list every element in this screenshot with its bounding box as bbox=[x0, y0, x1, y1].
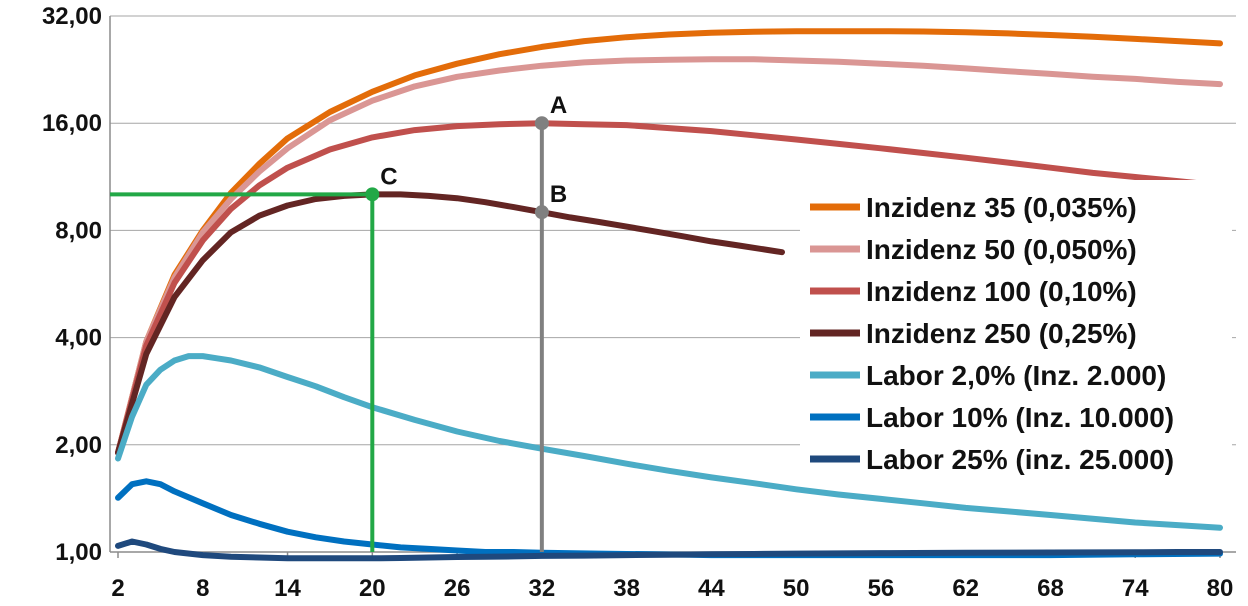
x-tick-label: 26 bbox=[444, 575, 471, 602]
x-tick-label: 62 bbox=[952, 575, 979, 602]
x-tick-label: 56 bbox=[868, 575, 895, 602]
x-tick-label: 32 bbox=[528, 575, 555, 602]
x-tick-label: 74 bbox=[1122, 575, 1149, 602]
x-tick-label: 8 bbox=[196, 575, 209, 602]
series-line bbox=[115, 353, 1223, 531]
x-tick-label: 2 bbox=[111, 575, 124, 602]
y-tick-label: 4,00 bbox=[55, 325, 102, 352]
x-tick-label: 14 bbox=[274, 575, 301, 602]
x-tick-label: 44 bbox=[698, 575, 725, 602]
series-line bbox=[115, 191, 785, 456]
y-tick-label: 1,00 bbox=[55, 539, 102, 566]
legend-entry: Inzidenz 35 (0,035%) bbox=[866, 192, 1137, 223]
series-line bbox=[115, 538, 1223, 562]
legend-entry: Inzidenz 250 (0,25%) bbox=[866, 318, 1137, 349]
legend-box bbox=[800, 180, 1232, 480]
y-tick-label: 8,00 bbox=[55, 217, 102, 244]
legend-entry: Labor 25% (inz. 25.000) bbox=[866, 444, 1174, 475]
x-tick-label: 80 bbox=[1207, 575, 1234, 602]
annotation-point bbox=[534, 116, 549, 131]
y-tick-label: 2,00 bbox=[55, 432, 102, 459]
annotation-point bbox=[365, 187, 380, 202]
x-tick-label: 38 bbox=[613, 575, 640, 602]
reference-lines bbox=[110, 123, 544, 552]
x-axis-tick-labels: 2 8 14 20 26 32 38 44 50 56 62 68 74 80 bbox=[111, 575, 1233, 602]
legend-entry: Inzidenz 50 (0,050%) bbox=[866, 234, 1137, 265]
legend-entry: Labor 10% (Inz. 10.000) bbox=[866, 402, 1174, 433]
series-line bbox=[115, 56, 1223, 456]
series-line bbox=[115, 28, 1223, 456]
annotation-point bbox=[534, 205, 549, 220]
y-tick-label: 16,00 bbox=[42, 110, 102, 137]
annotation-points: A B C bbox=[365, 92, 567, 220]
annotation-label: C bbox=[380, 163, 397, 190]
legend-entry: Labor 2,0% (Inz. 2.000) bbox=[866, 360, 1166, 391]
annotation-label: B bbox=[550, 181, 567, 208]
x-tick-label: 20 bbox=[359, 575, 386, 602]
legend: Inzidenz 35 (0,035%) Inzidenz 50 (0,050%)… bbox=[800, 180, 1232, 480]
x-tick-label: 50 bbox=[783, 575, 810, 602]
annotation-label: A bbox=[550, 92, 567, 119]
x-tick-label: 68 bbox=[1037, 575, 1064, 602]
legend-entry: Inzidenz 100 (0,10%) bbox=[866, 276, 1137, 307]
y-axis-tick-labels: 1,00 2,00 4,00 8,00 16,00 32,00 bbox=[42, 3, 102, 566]
y-tick-label: 32,00 bbox=[42, 3, 102, 30]
